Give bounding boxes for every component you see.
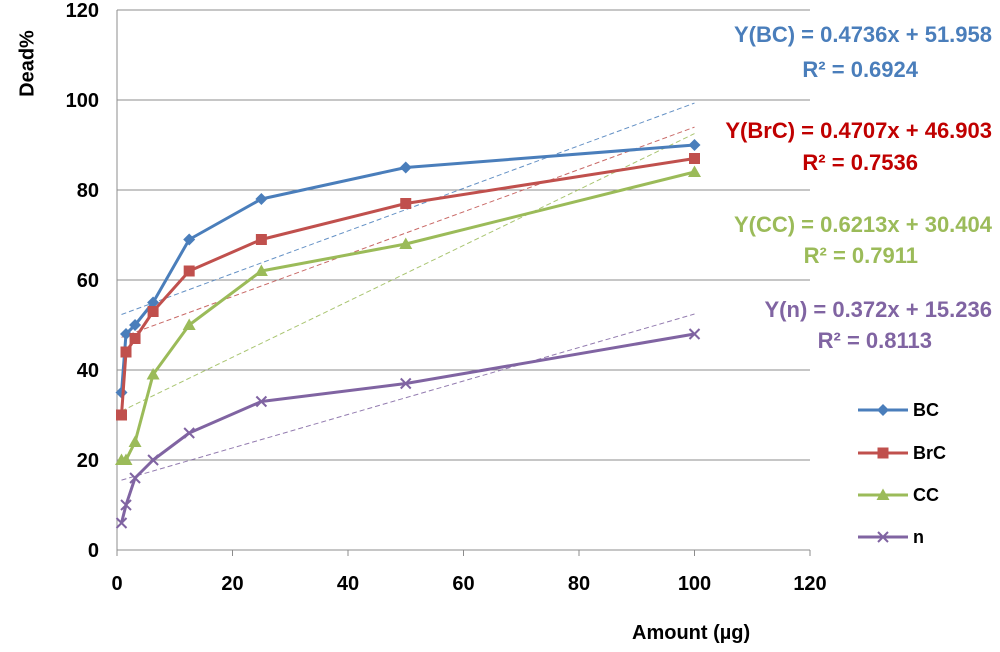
data-point-bc-1 <box>120 328 133 340</box>
y-tick-label-0: 0 <box>88 540 99 562</box>
data-point-cc-2 <box>128 435 142 447</box>
data-point-brc-6 <box>400 198 412 209</box>
data-point-n-0 <box>115 517 128 529</box>
r2-cc: R² = 0.7911 <box>803 243 918 268</box>
equation-n: Y(n) = 0.372x + 15.236 <box>764 297 993 322</box>
y-tick-label-120: 120 <box>66 0 99 22</box>
data-point-n-4 <box>183 427 195 439</box>
data-point-cc-5 <box>254 264 268 276</box>
y-tick-label-80: 80 <box>77 180 99 202</box>
legend-marker-brc <box>877 447 889 459</box>
x-tick-label-100: 100 <box>678 573 711 595</box>
data-point-n-5 <box>255 395 268 408</box>
legend-label-cc: CC <box>913 485 939 505</box>
tick-labels: 0 20 40 60 80 100 120 0 20 40 60 80 100 120 <box>66 0 827 595</box>
data-point-brc-1 <box>120 346 132 358</box>
axes <box>116 10 811 556</box>
r2-n: R² = 0.8113 <box>817 328 932 353</box>
r2-bc: R² = 0.6924 <box>802 57 918 82</box>
data-point-brc-4 <box>183 265 195 277</box>
y-tick-label-20: 20 <box>77 450 99 472</box>
y-tick-label-100: 100 <box>66 90 99 112</box>
x-tick-label-60: 60 <box>452 573 474 595</box>
legend-label-n: n <box>913 527 924 547</box>
data-point-cc-6 <box>399 237 413 249</box>
y-tick-label-60: 60 <box>77 270 99 292</box>
series <box>115 139 701 529</box>
trendline-brc <box>121 126 695 338</box>
data-point-bc-2 <box>129 319 142 331</box>
equation-cc: Y(CC) = 0.6213x + 30.404 <box>733 212 992 237</box>
data-point-bc-6 <box>399 161 412 174</box>
data-point-n-6 <box>400 377 412 390</box>
y-tick-label-40: 40 <box>77 360 99 382</box>
data-point-bc-4 <box>183 233 196 246</box>
x-axis-title: Amount (µg) <box>632 622 751 644</box>
data-point-cc-3 <box>146 368 160 380</box>
legend <box>858 404 908 543</box>
data-point-n-1 <box>120 499 132 511</box>
equation-bc: Y(BC) = 0.4736x + 51.958 <box>733 22 992 47</box>
data-point-bc-3 <box>147 296 160 309</box>
data-point-cc-4 <box>182 318 196 330</box>
legend-marker-n <box>877 531 889 543</box>
x-tick-label-0: 0 <box>111 573 122 595</box>
legend-label-brc: BrC <box>913 443 947 463</box>
data-point-cc-7 <box>688 165 701 177</box>
data-point-bc-7 <box>688 139 701 151</box>
data-point-n-3 <box>147 454 159 466</box>
y-axis-title: Dead% <box>16 30 39 97</box>
series-line-bc <box>120 143 695 393</box>
legend-marker-bc <box>877 404 889 416</box>
data-point-n-2 <box>129 472 141 484</box>
data-point-brc-0 <box>116 409 128 421</box>
grid <box>117 9 810 461</box>
x-tick-label-40: 40 <box>337 573 359 595</box>
data-point-brc-7 <box>689 153 700 164</box>
equation-brc: Y(BrC) = 0.4707x + 46.903 <box>725 118 992 143</box>
x-tick-label-120: 120 <box>793 573 826 595</box>
trendline-n <box>121 313 695 481</box>
r2-brc: R² = 0.7536 <box>802 150 918 175</box>
data-point-cc-1 <box>119 453 133 465</box>
data-point-brc-5 <box>255 234 267 245</box>
series-line-n <box>120 332 695 524</box>
data-point-brc-2 <box>129 333 141 344</box>
legend-label-bc: BC <box>913 400 939 420</box>
series-line-brc <box>120 157 695 416</box>
trendline-cc <box>121 133 695 412</box>
data-point-n-7 <box>688 328 701 340</box>
series-line-cc <box>121 170 695 462</box>
data-point-brc-3 <box>147 306 159 317</box>
data-point-bc-5 <box>255 193 268 205</box>
legend-marker-cc <box>876 488 890 500</box>
x-tick-label-80: 80 <box>568 573 590 595</box>
x-tick-label-20: 20 <box>221 573 243 595</box>
